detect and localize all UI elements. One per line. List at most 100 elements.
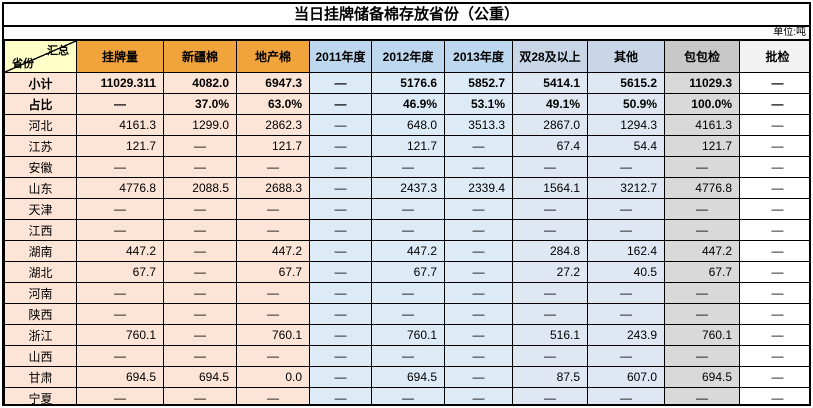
value-cell: 67.4 [512, 135, 588, 157]
value-cell: 0.0 [236, 366, 310, 388]
province-cell: 河北 [4, 114, 77, 136]
value-cell: 162.4 [587, 240, 665, 262]
column-header: 包包检 [664, 40, 740, 73]
table-row: 河北 4161.3 1299.0 2862.3—648.0 3513.3 2867.0 12… [4, 114, 809, 136]
value-cell: — [371, 198, 445, 220]
province-cell: 江苏 [4, 135, 77, 157]
value-cell: 37.0% [163, 93, 237, 115]
value-cell: — [739, 156, 809, 178]
table-row: 安徽 — — — — — — — — — — [4, 156, 809, 178]
value-cell: — [587, 303, 665, 325]
table-row: 河南 — — — — — — — — — — [4, 282, 809, 304]
value-cell: — [664, 156, 740, 178]
value-cell: — [664, 387, 740, 404]
value-cell: — [739, 261, 809, 283]
value-cell: 27.2 [512, 261, 588, 283]
value-cell: — [309, 114, 372, 136]
province-cell: 宁夏 [4, 387, 77, 404]
table-row: 占比 —37.0% 63.0% —46.9% 53.1% 49.1% 50.9% 100.0%… [4, 93, 809, 115]
province-cell: 河南 [4, 282, 77, 304]
column-header: 地产棉 [236, 40, 310, 73]
value-cell: — [444, 387, 513, 404]
value-cell: — [664, 282, 740, 304]
value-cell: — [664, 198, 740, 220]
table-row: 江苏 121.7—121.7—121.7—67.4 54.4 121.7— [4, 135, 809, 157]
value-cell: — [236, 345, 310, 367]
value-cell: 284.8 [512, 240, 588, 262]
value-cell: 53.1% [444, 93, 513, 115]
value-cell: — [76, 93, 164, 115]
column-header: 其他 [587, 40, 665, 73]
column-header: 挂牌量 [76, 40, 164, 73]
province-cell: 山西 [4, 345, 77, 367]
value-cell: — [371, 345, 445, 367]
value-cell: 6947.3 [236, 72, 310, 94]
value-cell: 447.2 [76, 240, 164, 262]
table-row: 江西 — — — — — — — — — — [4, 219, 809, 241]
value-cell: — [163, 198, 237, 220]
value-cell: — [163, 219, 237, 241]
province-cell: 山东 [4, 177, 77, 199]
value-cell: 50.9% [587, 93, 665, 115]
value-cell: 447.2 [371, 240, 445, 262]
value-cell: — [309, 345, 372, 367]
value-cell: 4082.0 [163, 72, 237, 94]
value-cell: 121.7 [371, 135, 445, 157]
value-cell: 760.1 [371, 324, 445, 346]
province-cell: 浙江 [4, 324, 77, 346]
diagonal-divider-line [5, 41, 76, 72]
value-cell: 49.1% [512, 93, 588, 115]
value-cell: — [371, 303, 445, 325]
value-cell: — [309, 387, 372, 404]
value-cell: — [236, 303, 310, 325]
value-cell: — [444, 219, 513, 241]
value-cell: — [587, 282, 665, 304]
value-cell: — [444, 345, 513, 367]
column-header: 2013年度 [444, 40, 513, 73]
value-cell: 1299.0 [163, 114, 237, 136]
value-cell: — [76, 303, 164, 325]
value-cell: — [309, 324, 372, 346]
value-cell: — [163, 324, 237, 346]
column-header: 2011年度 [309, 40, 372, 73]
value-cell: 5852.7 [444, 72, 513, 94]
corner-top-label: 汇总 [47, 45, 69, 57]
value-cell: 760.1 [236, 324, 310, 346]
value-cell: — [739, 240, 809, 262]
value-cell: — [163, 156, 237, 178]
province-cell: 安徽 [4, 156, 77, 178]
province-cell: 甘肃 [4, 366, 77, 388]
value-cell: — [664, 345, 740, 367]
table-row: 小计 11029.311 4082.0 6947.3—5176.6 5852.7 5414… [4, 72, 809, 94]
column-header: 双28及以上 [512, 40, 588, 73]
value-cell: — [739, 303, 809, 325]
table-row: 甘肃 694.5 694.5 0.0—694.5—87.5 607.0 694.5— [4, 366, 809, 388]
table-row: 陕西 — — — — — — — — — — [4, 303, 809, 325]
value-cell: — [163, 303, 237, 325]
value-cell: — [587, 198, 665, 220]
unit-label: 单位:吨 [4, 27, 809, 40]
value-cell: 121.7 [664, 135, 740, 157]
value-cell: — [444, 198, 513, 220]
value-cell: 760.1 [76, 324, 164, 346]
value-cell: 4161.3 [664, 114, 740, 136]
value-cell: 447.2 [236, 240, 310, 262]
value-cell: 11029.3 [664, 72, 740, 94]
value-cell: — [587, 219, 665, 241]
value-cell: 4161.3 [76, 114, 164, 136]
value-cell: — [444, 261, 513, 283]
value-cell: — [444, 303, 513, 325]
value-cell: — [309, 198, 372, 220]
value-cell: 447.2 [664, 240, 740, 262]
value-cell: 54.4 [587, 135, 665, 157]
value-cell: 3513.3 [444, 114, 513, 136]
value-cell: 121.7 [236, 135, 310, 157]
value-cell: — [236, 282, 310, 304]
value-cell: 1294.3 [587, 114, 665, 136]
value-cell: — [163, 135, 237, 157]
province-cell: 陕西 [4, 303, 77, 325]
value-cell: — [76, 156, 164, 178]
value-cell: — [444, 156, 513, 178]
page-title: 当日挂牌储备棉存放省份（公重） [4, 4, 809, 27]
table-body: 小计 11029.311 4082.0 6947.3 — 5176.6 5852.7 5414… [4, 72, 809, 404]
